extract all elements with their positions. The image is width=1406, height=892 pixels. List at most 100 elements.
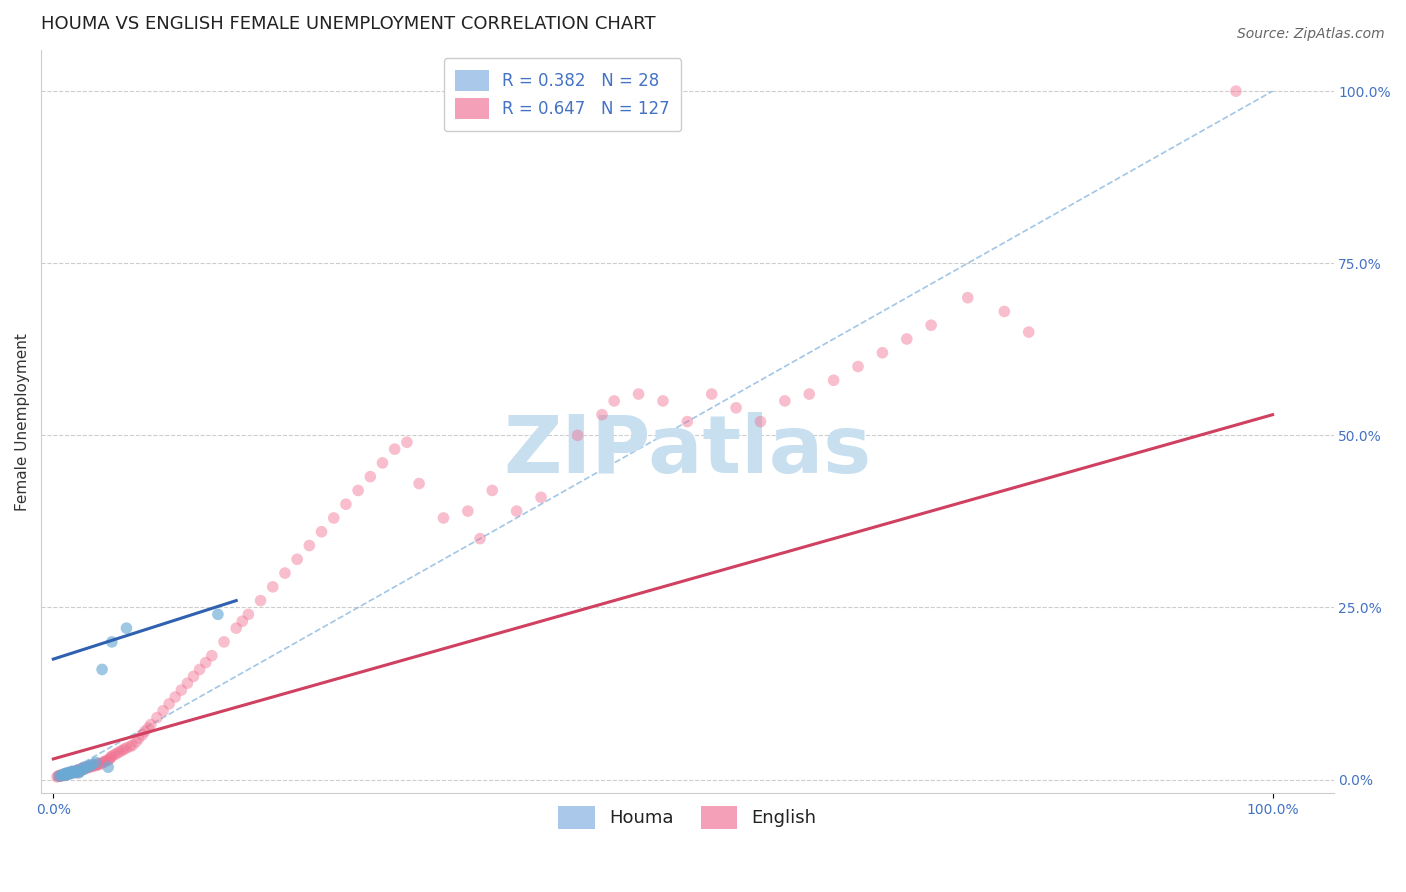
- Point: [69, 762, 91, 776]
- Point: [67, 763, 90, 777]
- Point: [131, 728, 153, 742]
- Point: [115, 740, 138, 755]
- Point: [91, 662, 114, 676]
- Point: [105, 747, 128, 761]
- Point: [110, 744, 132, 758]
- Point: [73, 762, 96, 776]
- Point: [134, 724, 156, 739]
- Point: [65, 764, 87, 779]
- Point: [59, 766, 82, 780]
- Point: [58, 766, 80, 780]
- Point: [481, 483, 503, 498]
- Point: [676, 415, 699, 429]
- Point: [101, 635, 124, 649]
- Point: [98, 752, 121, 766]
- Point: [993, 304, 1015, 318]
- Point: [125, 735, 148, 749]
- Point: [66, 764, 89, 778]
- Point: [69, 764, 91, 779]
- Point: [56, 767, 79, 781]
- Point: [91, 756, 114, 770]
- Point: [59, 766, 82, 780]
- Point: [87, 756, 110, 771]
- Point: [48, 769, 70, 783]
- Point: [627, 387, 650, 401]
- Point: [108, 745, 131, 759]
- Point: [51, 768, 73, 782]
- Point: [69, 764, 91, 778]
- Point: [72, 762, 94, 776]
- Point: [956, 291, 979, 305]
- Point: [82, 759, 104, 773]
- Point: [157, 697, 180, 711]
- Point: [100, 750, 122, 764]
- Point: [48, 769, 70, 783]
- Point: [846, 359, 869, 374]
- Point: [89, 757, 111, 772]
- Point: [53, 768, 76, 782]
- Point: [66, 763, 89, 777]
- Point: [152, 704, 174, 718]
- Point: [84, 757, 107, 772]
- Point: [63, 764, 86, 779]
- Point: [52, 768, 75, 782]
- Point: [112, 742, 135, 756]
- Point: [56, 765, 79, 780]
- Text: HOUMA VS ENGLISH FEMALE UNEMPLOYMENT CORRELATION CHART: HOUMA VS ENGLISH FEMALE UNEMPLOYMENT COR…: [41, 15, 655, 33]
- Legend: Houma, English: Houma, English: [551, 798, 824, 837]
- Point: [432, 511, 454, 525]
- Point: [65, 764, 87, 779]
- Point: [128, 731, 150, 746]
- Point: [139, 717, 162, 731]
- Point: [1225, 84, 1247, 98]
- Point: [58, 767, 80, 781]
- Point: [920, 318, 942, 333]
- Point: [51, 768, 73, 782]
- Point: [285, 552, 308, 566]
- Point: [176, 676, 198, 690]
- Text: ZIPatlas: ZIPatlas: [503, 412, 872, 491]
- Point: [91, 756, 114, 770]
- Point: [83, 758, 105, 772]
- Point: [63, 764, 86, 779]
- Point: [55, 766, 77, 780]
- Point: [872, 345, 894, 359]
- Text: Source: ZipAtlas.com: Source: ZipAtlas.com: [1237, 27, 1385, 41]
- Point: [79, 760, 101, 774]
- Point: [62, 764, 84, 779]
- Point: [468, 532, 491, 546]
- Point: [183, 669, 205, 683]
- Point: [121, 738, 143, 752]
- Point: [48, 768, 70, 782]
- Point: [55, 766, 77, 780]
- Point: [896, 332, 918, 346]
- Point: [55, 768, 77, 782]
- Point: [201, 648, 224, 663]
- Point: [651, 393, 673, 408]
- Point: [82, 757, 104, 772]
- Point: [274, 566, 297, 580]
- Point: [60, 765, 83, 780]
- Point: [66, 765, 89, 780]
- Point: [700, 387, 723, 401]
- Point: [799, 387, 821, 401]
- Point: [749, 415, 772, 429]
- Point: [97, 753, 120, 767]
- Point: [359, 469, 381, 483]
- Point: [55, 768, 77, 782]
- Point: [77, 759, 100, 773]
- Point: [1018, 325, 1040, 339]
- Point: [53, 767, 76, 781]
- Point: [60, 765, 83, 780]
- Point: [65, 764, 87, 779]
- Point: [51, 768, 73, 782]
- Point: [55, 767, 77, 781]
- Point: [823, 373, 845, 387]
- Point: [62, 765, 84, 780]
- Point: [76, 761, 98, 775]
- Point: [773, 393, 796, 408]
- Point: [83, 759, 105, 773]
- Point: [115, 621, 138, 635]
- Point: [395, 435, 418, 450]
- Point: [56, 766, 79, 780]
